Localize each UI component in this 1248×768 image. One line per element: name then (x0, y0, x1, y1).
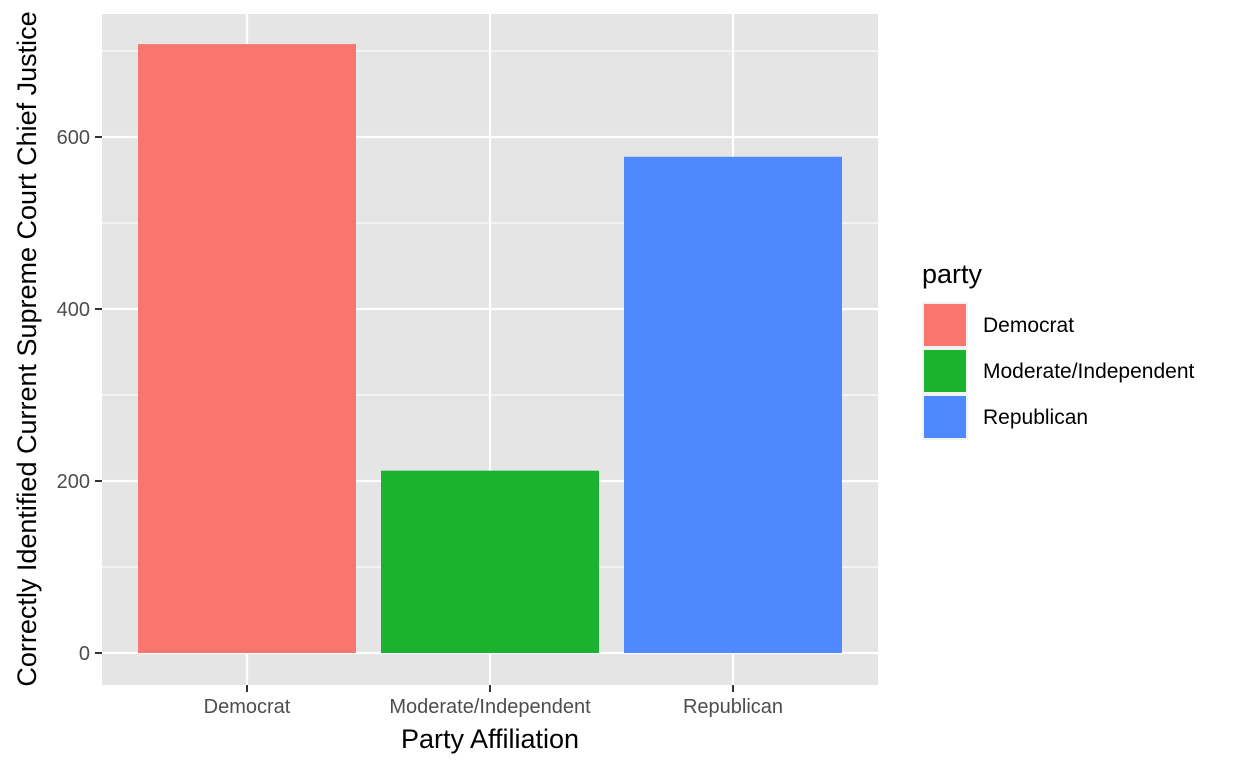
bar-moderate-independent (381, 470, 599, 653)
bar-democrat (138, 44, 356, 654)
bar-republican (624, 156, 842, 653)
x-axis: Democrat Moderate/Independent Republican (204, 685, 783, 718)
y-tick-label: 600 (57, 127, 90, 149)
legend-swatch (924, 304, 966, 346)
y-tick-label: 0 (79, 643, 90, 665)
legend-swatch (924, 396, 966, 438)
x-axis-title: Party Affiliation (401, 724, 579, 754)
y-axis-title: Correctly Identified Current Supreme Cou… (12, 11, 42, 686)
x-tick-label: Republican (683, 696, 783, 718)
legend-label: Democrat (983, 314, 1074, 337)
bars (138, 44, 842, 654)
x-tick-label: Moderate/Independent (389, 696, 591, 718)
legend-label: Moderate/Independent (983, 360, 1194, 383)
legend-swatch (924, 350, 966, 392)
y-tick-label: 400 (57, 299, 90, 321)
legend-title: party (922, 259, 983, 289)
x-tick-label: Democrat (204, 696, 291, 718)
y-tick-label: 200 (57, 471, 90, 493)
y-axis: 0 200 400 600 (57, 127, 102, 665)
legend: party Democrat Moderate/Independent Republ… (922, 259, 1194, 440)
legend-label: Republican (983, 406, 1088, 429)
